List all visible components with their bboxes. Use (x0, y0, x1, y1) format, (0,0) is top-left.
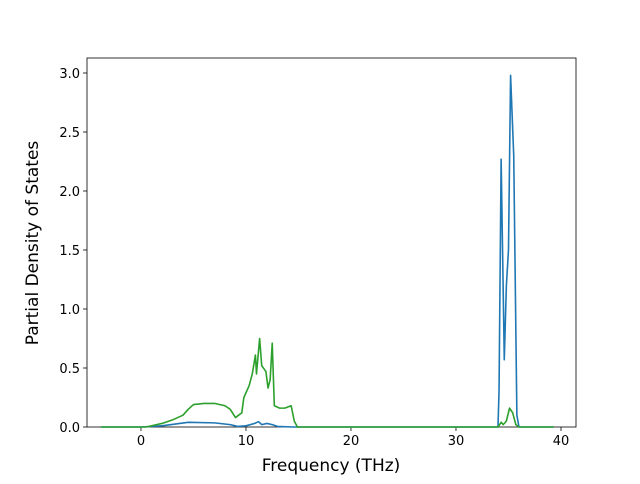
x-tick-label: 10 (238, 434, 255, 449)
x-tick-label: 30 (448, 434, 465, 449)
data-line (101, 74, 554, 428)
y-axis-label: Partial Density of States (23, 141, 43, 346)
y-tick-label: 0.0 (59, 421, 80, 436)
y-tick-label: 2.5 (59, 126, 80, 141)
y-tick-label: 1.0 (59, 303, 80, 318)
data-line (101, 337, 554, 428)
y-tick-label: 0.5 (59, 362, 80, 377)
y-tick-label: 1.5 (59, 244, 80, 259)
x-axis-label: Frequency (THz) (262, 456, 401, 476)
x-tick-label: 20 (343, 434, 360, 449)
y-tick-label: 2.0 (59, 185, 80, 200)
x-tick-label: 0 (137, 434, 145, 449)
y-tick-label: 3.0 (59, 67, 80, 82)
x-tick-label: 40 (553, 434, 570, 449)
